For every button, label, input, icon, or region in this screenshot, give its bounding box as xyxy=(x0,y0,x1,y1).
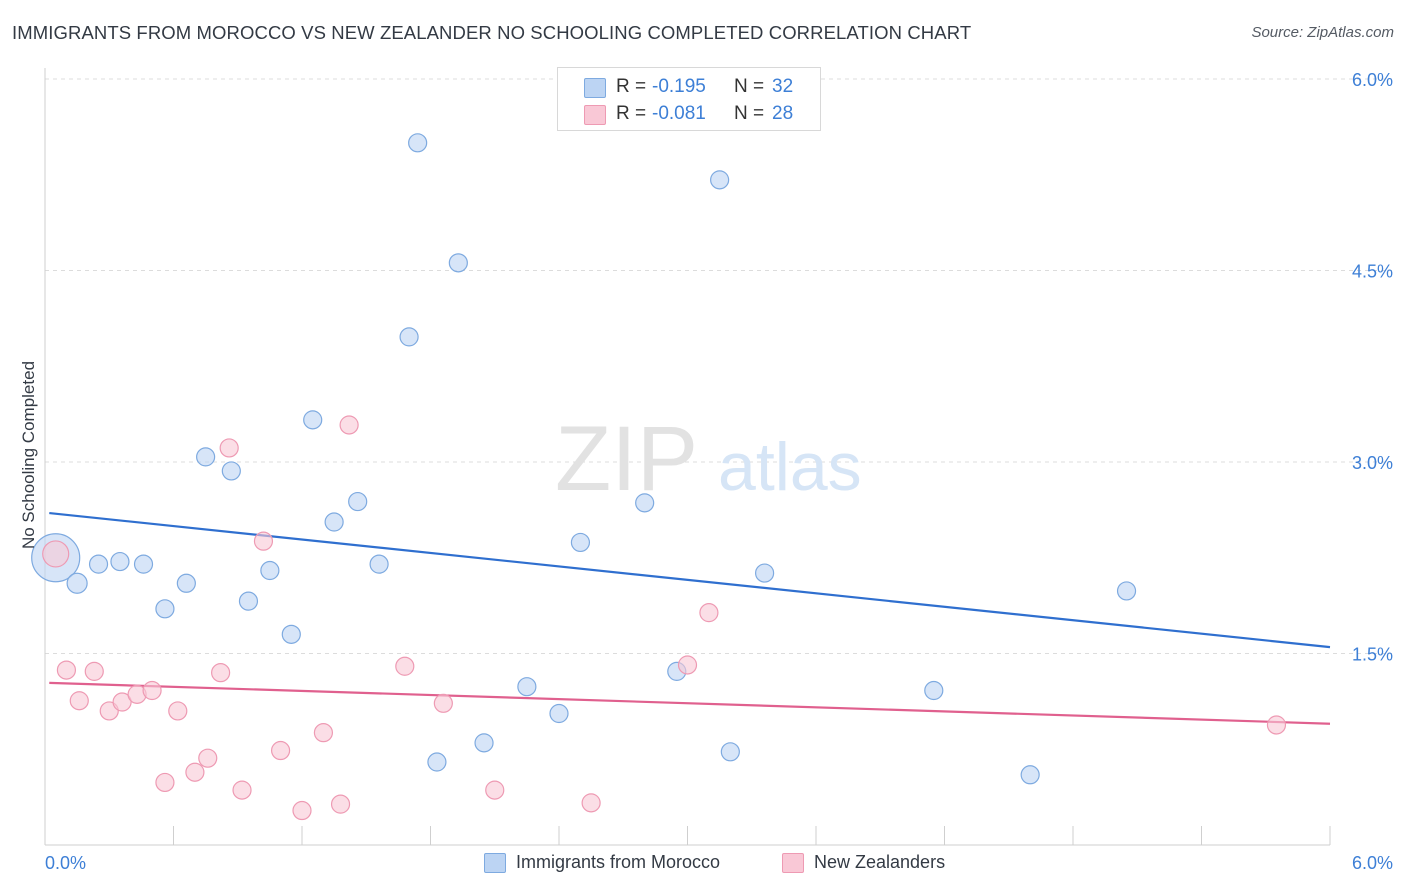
tick-labels: 1.5% 3.0% 4.5% 6.0% 0.0% 6.0% xyxy=(45,70,1393,873)
legend-r-value: -0.195 xyxy=(652,76,706,97)
data-point-morocco xyxy=(549,703,569,724)
data-point-morocco xyxy=(754,563,775,583)
data-point-newzealander xyxy=(211,663,231,683)
y-tick-label: 3.0% xyxy=(1352,453,1393,473)
chart-title: IMMIGRANTS FROM MOROCCO VS NEW ZEALANDER… xyxy=(12,22,972,43)
data-point-morocco xyxy=(196,447,216,467)
data-point-newzealander xyxy=(69,691,89,711)
y-tick-label: 6.0% xyxy=(1352,70,1393,90)
source-label: Source: ZipAtlas.com xyxy=(1251,24,1394,41)
data-point-morocco xyxy=(176,573,196,593)
x-tick-label: 6.0% xyxy=(1352,853,1393,873)
series-legend: Immigrants from Morocco New Zealanders xyxy=(0,850,1406,878)
data-point-newzealander xyxy=(56,660,77,680)
data-point-newzealander xyxy=(677,655,698,675)
data-point-newzealander xyxy=(155,772,175,793)
data-point-newzealander xyxy=(581,793,601,813)
data-point-morocco xyxy=(427,752,447,772)
data-point-newzealander xyxy=(699,603,719,623)
data-point-newzealander xyxy=(84,661,104,681)
data-point-morocco xyxy=(570,532,591,553)
data-point-morocco xyxy=(408,133,428,153)
legend-swatch-morocco xyxy=(484,852,506,873)
legend-n-label: N = xyxy=(734,76,765,97)
legend-label-morocco: Immigrants from Morocco xyxy=(516,852,721,872)
data-point-newzealander xyxy=(232,780,252,800)
y-tick-label: 1.5% xyxy=(1352,645,1393,665)
legend-r-label: R = xyxy=(616,103,647,124)
data-point-newzealander xyxy=(330,794,351,814)
data-point-newzealander xyxy=(395,656,415,676)
data-point-morocco xyxy=(1116,581,1137,601)
trend-line-morocco xyxy=(49,511,1331,649)
data-point-newzealander xyxy=(198,748,218,768)
data-point-morocco xyxy=(474,733,494,753)
x-tick-label: 0.0% xyxy=(45,853,86,873)
data-point-morocco xyxy=(110,551,130,572)
data-point-morocco xyxy=(260,560,280,581)
y-axis-label: No Schooling Completed xyxy=(19,361,38,549)
data-point-newzealander xyxy=(112,692,132,712)
legend-label-newzealanders: New Zealanders xyxy=(814,852,946,872)
grid-lines xyxy=(45,78,1392,654)
axes xyxy=(44,68,1331,846)
data-point-newzealander xyxy=(142,680,162,701)
legend-swatch-newzealanders xyxy=(584,105,606,125)
data-point-morocco xyxy=(238,591,259,611)
data-point-morocco xyxy=(369,554,389,574)
data-point-morocco xyxy=(517,677,537,697)
legend-item-newzealanders: New Zealanders xyxy=(782,852,945,873)
legend-n-value: 32 xyxy=(772,76,794,97)
legend-swatch-newzealanders xyxy=(782,852,804,873)
data-point-newzealander xyxy=(270,740,291,761)
data-point-newzealander xyxy=(42,540,70,568)
data-point-newzealander xyxy=(339,415,359,435)
data-point-morocco xyxy=(66,572,88,594)
data-point-newzealander xyxy=(219,438,239,458)
data-point-morocco xyxy=(1020,765,1040,785)
data-point-newzealander xyxy=(168,701,188,721)
legend-r-value: -0.081 xyxy=(652,103,706,124)
data-points xyxy=(31,133,1287,821)
legend-item-morocco: Immigrants from Morocco xyxy=(484,852,720,873)
watermark-atlas: atlas xyxy=(718,429,862,505)
data-point-morocco xyxy=(221,461,241,481)
data-point-newzealander xyxy=(292,800,312,821)
data-point-morocco xyxy=(88,554,109,574)
legend-n-value: 28 xyxy=(772,103,794,124)
data-point-morocco xyxy=(303,410,323,430)
data-point-morocco xyxy=(448,253,468,273)
data-point-newzealander xyxy=(185,762,205,782)
data-point-newzealander xyxy=(433,693,453,713)
legend-r-label: R = xyxy=(616,76,647,97)
data-point-morocco xyxy=(155,599,175,619)
data-point-morocco xyxy=(348,491,368,512)
legend-n-label: N = xyxy=(734,103,765,124)
y-tick-label: 4.5% xyxy=(1352,262,1393,282)
trend-lines xyxy=(49,511,1331,725)
data-point-morocco xyxy=(635,493,655,513)
data-point-morocco xyxy=(710,170,730,190)
data-point-morocco xyxy=(720,742,740,762)
data-point-morocco xyxy=(924,680,944,701)
data-point-newzealander xyxy=(485,780,505,800)
data-point-newzealander xyxy=(313,723,334,743)
data-point-morocco xyxy=(324,512,344,532)
data-point-newzealander xyxy=(1266,715,1287,735)
watermark-zip: ZIP xyxy=(555,408,698,510)
data-point-morocco xyxy=(281,624,301,644)
legend-swatch-morocco xyxy=(584,78,606,98)
data-point-newzealander xyxy=(253,531,274,551)
trend-line-newzealander xyxy=(49,681,1331,725)
data-point-morocco xyxy=(133,554,154,574)
correlation-legend: R = -0.195 N = 32 R = -0.081 N = 28 xyxy=(557,67,821,131)
data-point-morocco xyxy=(399,327,419,347)
